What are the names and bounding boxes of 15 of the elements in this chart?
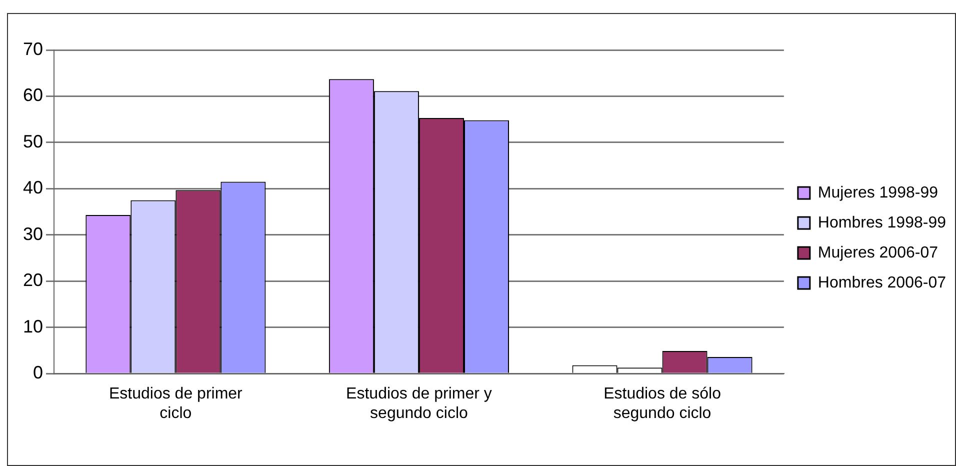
y-tick-label: 70 xyxy=(22,38,44,59)
x-tick-label: Estudios de primer ciclo xyxy=(108,386,244,422)
y-tick-label: 0 xyxy=(33,362,44,383)
y-tick-label: 60 xyxy=(22,85,44,106)
legend-label: Mujeres 2006-07 xyxy=(818,244,938,262)
x-tick-label: Estudios de primer y segundo ciclo xyxy=(346,386,492,422)
legend-label: Mujeres 1998-99 xyxy=(818,184,938,202)
legend-label: Hombres 2006-07 xyxy=(818,274,946,292)
legend-label: Hombres 1998-99 xyxy=(818,214,946,232)
y-tick-label: 30 xyxy=(22,224,44,244)
y-tick-label: 20 xyxy=(22,270,44,290)
y-tick-label: 10 xyxy=(22,316,44,336)
x-tick-label: Estudios de sólo segundo ciclo xyxy=(604,386,722,422)
y-tick-label: 40 xyxy=(22,178,44,198)
y-tick-label: 50 xyxy=(22,131,44,152)
